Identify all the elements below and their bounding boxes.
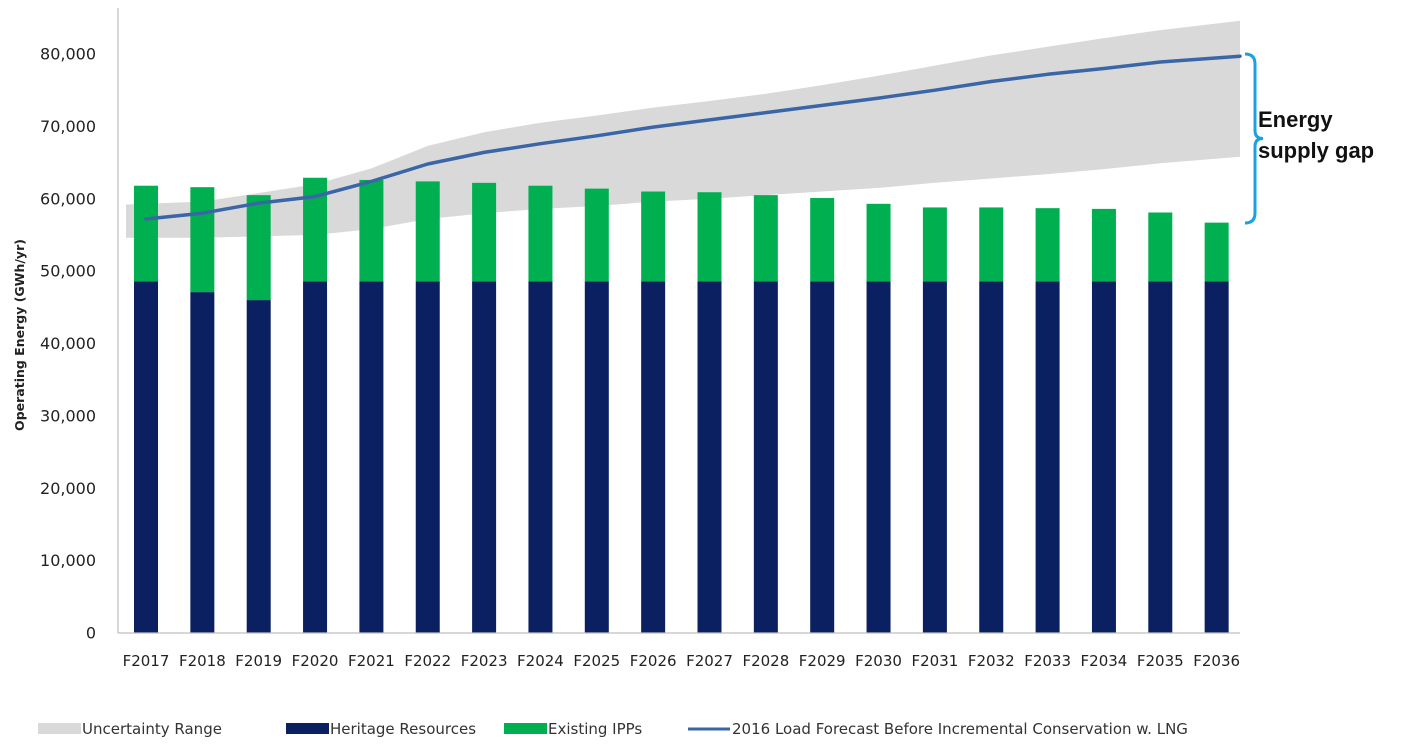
x-tick-label: F2023 (461, 652, 508, 670)
x-tick-label: F2030 (855, 652, 902, 670)
bar-ipps-F2019 (246, 195, 271, 301)
uncertainty-range-area (126, 20, 1240, 238)
bar-heritage-F2023 (472, 281, 497, 633)
bar-heritage-F2034 (1091, 281, 1116, 633)
x-tick-label: F2022 (404, 652, 451, 670)
x-tick-label: F2028 (742, 652, 789, 670)
axes-layer (117, 8, 1240, 634)
bar-heritage-F2024 (528, 281, 553, 633)
bar-ipps-F2035 (1148, 212, 1173, 282)
energy-supply-gap-annotation: Energy supply gap (1244, 52, 1374, 225)
bar-ipps-F2032 (979, 207, 1004, 282)
x-tick-label: F2019 (235, 652, 282, 670)
y-tick-label: 60,000 (40, 189, 96, 208)
brace (1244, 52, 1264, 225)
x-tick-label: F2025 (573, 652, 620, 670)
bar-heritage-F2017 (134, 281, 158, 633)
y-tick-label: 40,000 (40, 334, 96, 353)
bar-ipps-F2024 (528, 185, 553, 282)
bar-heritage-F2028 (753, 281, 778, 633)
bar-ipps-F2031 (922, 207, 947, 282)
x-tick-label: F2036 (1193, 652, 1240, 670)
legend-label: 2016 Load Forecast Before Incremental Co… (732, 720, 1188, 738)
bar-ipps-F2018 (190, 187, 215, 293)
bar-ipps-F2017 (134, 185, 158, 282)
bar-ipps-F2036 (1204, 222, 1229, 282)
x-tick-label: F2026 (630, 652, 677, 670)
x-tick-label: F2033 (1024, 652, 1071, 670)
bar-ipps-F2030 (866, 203, 891, 282)
forecast-line-layer (144, 54, 1242, 221)
bar-heritage-F2019 (246, 300, 271, 633)
legend-swatch (504, 723, 547, 734)
bar-heritage-F2027 (697, 281, 722, 633)
x-tick-label: F2021 (348, 652, 395, 670)
bar-ipps-F2029 (810, 198, 835, 282)
y-tick-label: 70,000 (40, 117, 96, 136)
legend-label: Uncertainty Range (82, 720, 222, 738)
bar-heritage-F2026 (641, 281, 666, 633)
bar-heritage-F2035 (1148, 281, 1173, 633)
legend-swatch (38, 723, 81, 734)
legend-label: Existing IPPs (548, 720, 642, 738)
bar-heritage-F2031 (922, 281, 947, 633)
legend-swatch (286, 723, 329, 734)
y-tick-label: 20,000 (40, 479, 96, 498)
x-tick-label: F2020 (292, 652, 339, 670)
legend: Uncertainty Range Heritage Resources Exist… (38, 720, 1188, 738)
bar-ipps-F2026 (641, 191, 666, 282)
bar-heritage-F2021 (359, 281, 384, 633)
bar-heritage-F2032 (979, 281, 1004, 633)
x-tick-label: F2031 (911, 652, 958, 670)
x-tick-labels: F2017 F2018 F2019 F2020 F2021 F2022 F2023 F2024… (123, 652, 1240, 670)
y-tick-labels: 0 10,000 20,000 30,000 40,000 50,000 60,000 70,… (40, 45, 96, 643)
bar-ipps-F2033 (1035, 208, 1060, 282)
bar-heritage-F2022 (415, 281, 440, 633)
annotation-text: Energy (1258, 107, 1333, 132)
x-tick-label: F2035 (1137, 652, 1184, 670)
y-tick-label: 80,000 (40, 45, 96, 64)
bar-ipps-F2028 (753, 195, 778, 282)
x-tick-label: F2024 (517, 652, 564, 670)
bar-heritage-F2018 (190, 292, 215, 633)
bar-heritage-F2020 (303, 281, 328, 633)
y-tick-label: 50,000 (40, 262, 96, 281)
bar-heritage-F2033 (1035, 281, 1060, 633)
bar-heritage-F2036 (1204, 281, 1229, 633)
bar-ipps-F2022 (415, 181, 440, 282)
bar-heritage-F2029 (810, 281, 835, 633)
x-tick-label: F2032 (968, 652, 1015, 670)
bar-heritage-F2025 (584, 281, 609, 633)
bar-heritage-F2030 (866, 281, 891, 633)
x-tick-label: F2027 (686, 652, 733, 670)
uncertainty-band-layer (126, 20, 1240, 238)
y-tick-label: 10,000 (40, 551, 96, 570)
x-tick-label: F2034 (1081, 652, 1128, 670)
bar-ipps-F2025 (584, 188, 609, 282)
x-tick-label: F2017 (123, 652, 170, 670)
bar-ipps-F2023 (472, 182, 497, 282)
x-tick-label: F2018 (179, 652, 226, 670)
y-tick-label: 30,000 (40, 406, 96, 425)
legend-label: Heritage Resources (330, 720, 476, 738)
x-tick-label: F2029 (799, 652, 846, 670)
bar-ipps-F2021 (359, 179, 384, 282)
y-tick-label: 0 (86, 624, 96, 643)
bar-ipps-F2027 (697, 192, 722, 282)
forecast-line (144, 54, 1242, 221)
bar-ipps-F2034 (1091, 208, 1116, 282)
annotation-text: supply gap (1258, 138, 1374, 163)
bars-layer (134, 177, 1229, 633)
y-axis-label: Operating Energy (GWh/yr) (12, 239, 27, 431)
